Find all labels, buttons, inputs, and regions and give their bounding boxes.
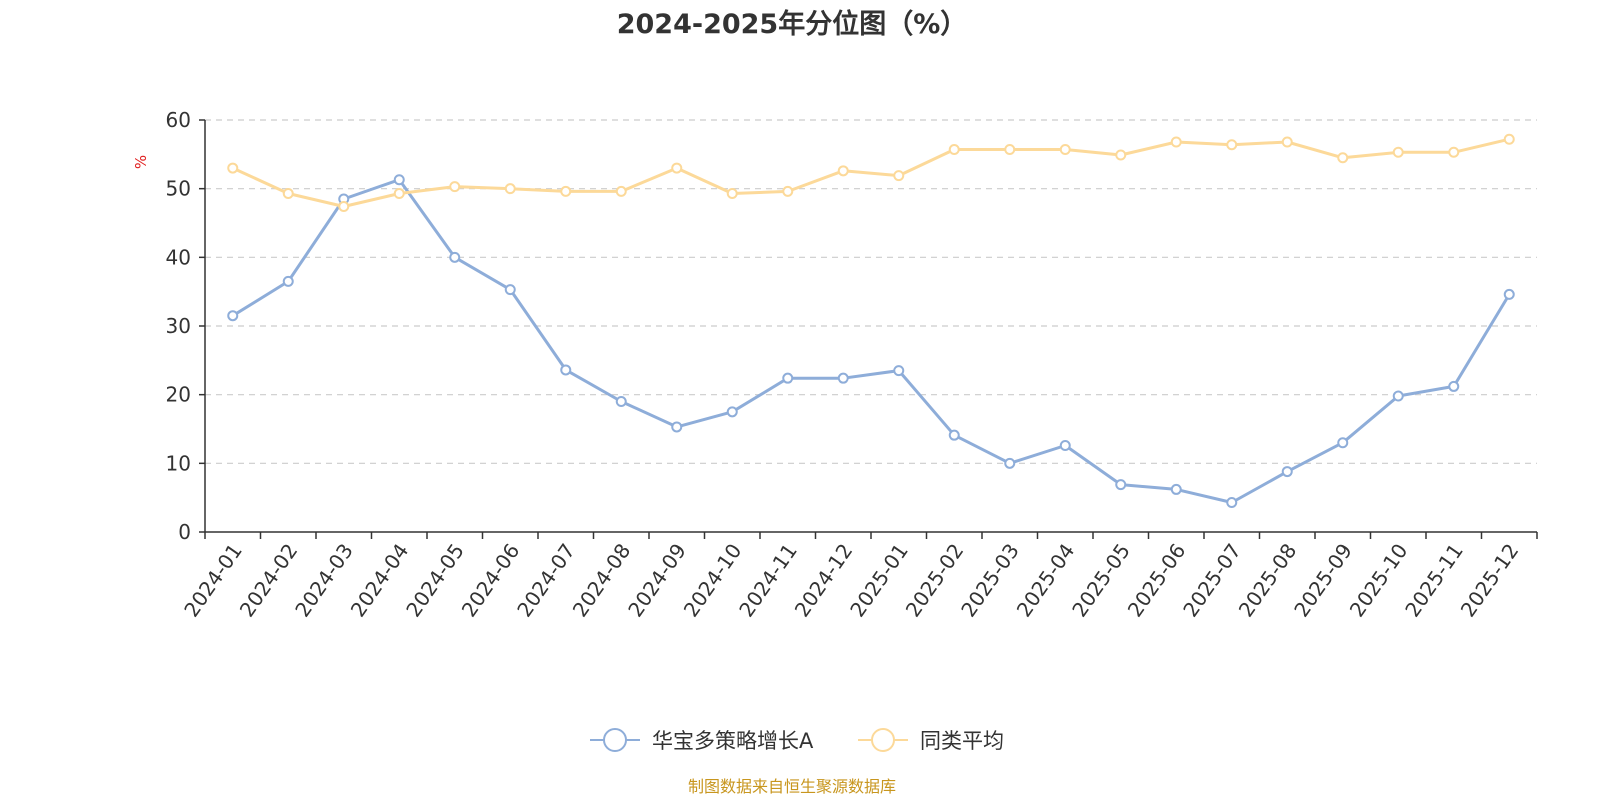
y-tick-label: 30 xyxy=(166,314,191,338)
legend-marker xyxy=(871,728,895,752)
data-point[interactable] xyxy=(1281,136,1293,148)
data-point[interactable] xyxy=(782,372,794,384)
series-line xyxy=(231,137,1511,208)
data-point[interactable] xyxy=(227,162,239,174)
data-point[interactable] xyxy=(338,201,350,213)
y-axis-unit-label: % xyxy=(132,155,150,169)
data-point[interactable] xyxy=(837,165,849,177)
series-line xyxy=(231,178,1511,504)
data-point[interactable] xyxy=(449,251,461,263)
data-point[interactable] xyxy=(1004,457,1016,469)
y-tick-label: 40 xyxy=(166,245,191,269)
data-point[interactable] xyxy=(1503,133,1515,145)
data-point[interactable] xyxy=(1059,144,1071,156)
data-point[interactable] xyxy=(560,185,572,197)
data-point[interactable] xyxy=(948,144,960,156)
data-point[interactable] xyxy=(1004,144,1016,156)
data-point[interactable] xyxy=(560,364,572,376)
data-point[interactable] xyxy=(782,185,794,197)
data-point[interactable] xyxy=(726,406,738,418)
data-point[interactable] xyxy=(282,187,294,199)
x-tick-label: 2025-12 xyxy=(1456,539,1524,621)
data-point[interactable] xyxy=(504,183,516,195)
data-point[interactable] xyxy=(837,372,849,384)
data-point[interactable] xyxy=(893,170,905,182)
legend-item-1[interactable]: 华宝多策略增长A xyxy=(590,728,814,753)
x-axis: 2024-012024-022024-032024-042024-052024-… xyxy=(179,531,1538,621)
data-point[interactable] xyxy=(393,187,405,199)
y-tick-label: 10 xyxy=(166,451,191,475)
series-1 xyxy=(227,174,1515,508)
data-point[interactable] xyxy=(1170,136,1182,148)
series-2 xyxy=(227,133,1515,213)
data-point[interactable] xyxy=(1503,288,1515,300)
data-point[interactable] xyxy=(1448,146,1460,158)
data-point[interactable] xyxy=(1115,149,1127,161)
data-point[interactable] xyxy=(1170,483,1182,495)
y-tick-label: 20 xyxy=(166,383,191,407)
data-point[interactable] xyxy=(227,310,239,322)
data-point[interactable] xyxy=(393,174,405,186)
data-point[interactable] xyxy=(1448,380,1460,392)
data-point[interactable] xyxy=(1392,146,1404,158)
data-point[interactable] xyxy=(671,421,683,433)
data-point[interactable] xyxy=(726,187,738,199)
data-point[interactable] xyxy=(504,284,516,296)
y-tick-label: 0 xyxy=(178,520,191,544)
data-point[interactable] xyxy=(893,365,905,377)
data-point[interactable] xyxy=(671,162,683,174)
data-point[interactable] xyxy=(1059,439,1071,451)
data-point[interactable] xyxy=(1392,390,1404,402)
data-point[interactable] xyxy=(615,396,627,408)
series-layer xyxy=(227,133,1515,508)
legend-label: 华宝多策略增长A xyxy=(652,729,814,753)
chart-title: 2024-2025年分位图（%） xyxy=(617,8,968,40)
y-tick-label: 60 xyxy=(166,108,191,132)
legend-item-2[interactable]: 同类平均 xyxy=(858,728,1004,753)
data-point[interactable] xyxy=(948,429,960,441)
data-point[interactable] xyxy=(1281,466,1293,478)
data-point[interactable] xyxy=(1226,139,1238,151)
data-point[interactable] xyxy=(1115,479,1127,491)
data-point[interactable] xyxy=(282,275,294,287)
data-point[interactable] xyxy=(1337,437,1349,449)
data-point[interactable] xyxy=(1226,496,1238,508)
grid-lines xyxy=(205,119,1537,464)
data-point[interactable] xyxy=(449,181,461,193)
legend: 华宝多策略增长A 同类平均 xyxy=(590,728,1004,753)
legend-marker xyxy=(603,728,627,752)
data-source-note: 制图数据来自恒生聚源数据库 xyxy=(688,777,896,796)
legend-label: 同类平均 xyxy=(920,729,1004,753)
data-point[interactable] xyxy=(615,185,627,197)
data-point[interactable] xyxy=(1337,152,1349,164)
y-axis: 0 10 20 30 40 50 60 xyxy=(166,108,206,544)
y-tick-label: 50 xyxy=(166,177,191,201)
